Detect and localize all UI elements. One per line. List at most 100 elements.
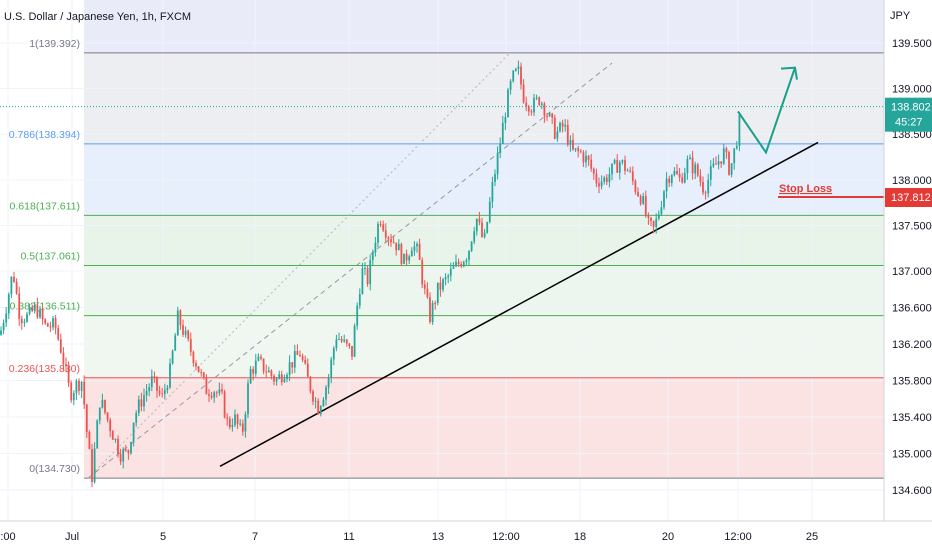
candle-body [561, 122, 564, 127]
candle-body [345, 339, 348, 344]
projection-arrow[interactable] [737, 67, 796, 155]
fib-label: 1(139.392) [29, 38, 80, 50]
candle [44, 318, 47, 325]
candle [699, 169, 702, 187]
candle [608, 167, 611, 188]
candle [605, 174, 608, 186]
candle [10, 276, 13, 299]
candle [262, 358, 265, 375]
candle [135, 410, 138, 427]
candle-body [702, 181, 704, 193]
candle [145, 384, 148, 402]
candle-body [416, 243, 418, 247]
candle-body [239, 423, 242, 425]
candle [673, 167, 676, 177]
candle [72, 390, 75, 406]
candle-body [28, 306, 31, 314]
candle [730, 163, 733, 178]
fib-band [84, 265, 884, 316]
candle-body [546, 115, 548, 117]
candle-body [67, 365, 70, 383]
candle [478, 211, 481, 226]
candle-body [634, 180, 637, 192]
candle [28, 303, 31, 316]
candle [457, 258, 460, 267]
candle [156, 376, 158, 398]
candle [122, 447, 125, 469]
candle-body [260, 356, 262, 359]
candle [650, 216, 652, 227]
candle [109, 417, 112, 437]
candle-body [221, 389, 223, 392]
fib-bands [84, 0, 884, 479]
candle [728, 150, 730, 176]
candle-body [512, 70, 515, 82]
candle-body [621, 160, 624, 163]
candle-body [343, 339, 346, 342]
candle [421, 257, 424, 289]
candle-body [509, 81, 512, 90]
candle-body [257, 356, 260, 361]
candle [317, 398, 320, 415]
candle [644, 190, 647, 218]
candle [634, 179, 637, 195]
candle [702, 176, 704, 196]
candle [590, 153, 593, 172]
trendline-channel-dashed[interactable] [87, 62, 613, 479]
price-tick: 138.500 [892, 129, 932, 141]
candle-body [569, 139, 572, 145]
candle-body [353, 325, 356, 357]
candle-body [465, 260, 468, 262]
candle [213, 390, 216, 403]
candle [41, 306, 44, 325]
candle [377, 221, 379, 248]
candle-body [166, 387, 169, 391]
candle-body [501, 122, 504, 144]
candle-body [423, 284, 426, 289]
price-tick: 137.000 [892, 266, 932, 278]
candle [546, 112, 548, 121]
candle [579, 149, 582, 154]
candle [119, 448, 122, 465]
candle [447, 273, 450, 284]
candle [117, 435, 119, 458]
candle-body [421, 259, 424, 285]
candle [104, 399, 106, 415]
candle-body [187, 330, 190, 340]
candle-body [655, 218, 658, 227]
candle-body [195, 363, 197, 367]
candle [174, 333, 177, 351]
candle [358, 288, 361, 309]
candle [83, 375, 86, 409]
price-tick: 137.500 [892, 220, 932, 232]
candle-body [668, 178, 671, 184]
candle [67, 361, 70, 388]
candle-body [403, 253, 405, 264]
candle [70, 380, 73, 403]
time-tick: 18 [574, 531, 586, 543]
candle-body [215, 392, 218, 394]
candle-body [197, 366, 200, 373]
price-tick: 134.600 [892, 485, 932, 497]
candle [296, 344, 299, 356]
candle [247, 379, 249, 419]
candle [314, 396, 317, 409]
candle-body [270, 370, 273, 376]
candle-body [577, 148, 580, 152]
trendline-rising-support[interactable] [219, 141, 819, 467]
candle [226, 413, 229, 426]
candle-body [122, 449, 125, 462]
candle-body [364, 267, 366, 269]
time-tick: 20 [662, 531, 674, 543]
candle [585, 150, 587, 168]
candle [543, 101, 546, 123]
candle [91, 443, 93, 488]
time-tick: :00 [0, 531, 15, 543]
candle-body [553, 117, 556, 139]
candle-body [98, 407, 101, 421]
candle [655, 213, 658, 234]
candle-body [431, 302, 434, 323]
current-price-badge [885, 97, 932, 132]
